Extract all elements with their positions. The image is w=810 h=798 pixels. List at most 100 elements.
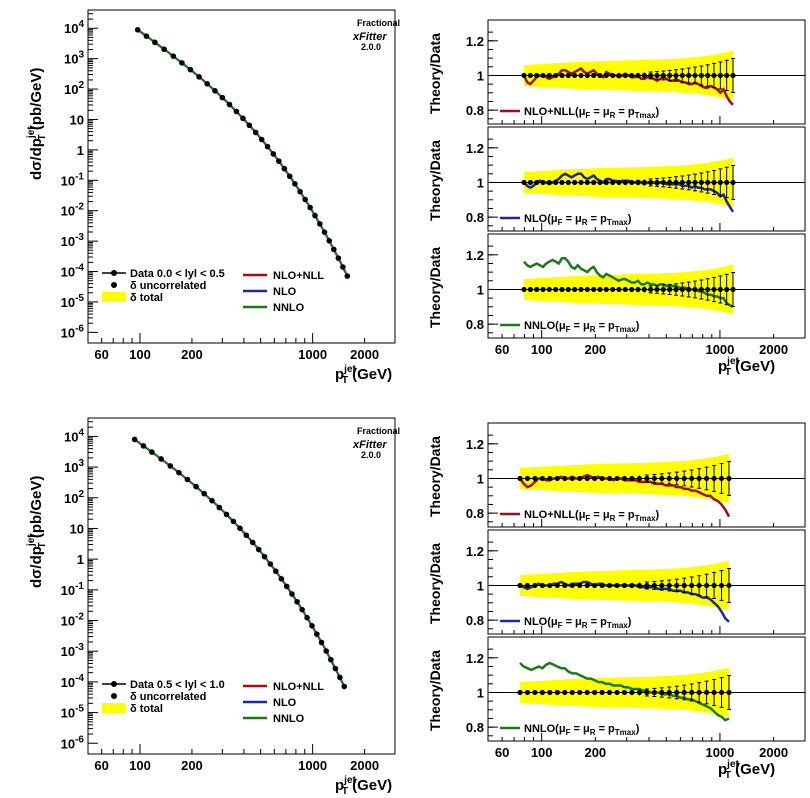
ratio-data-point (591, 286, 597, 293)
ratio-data-point (692, 179, 698, 186)
data-point (283, 583, 290, 590)
data-point (158, 456, 164, 462)
ratio-data-point (610, 286, 616, 293)
data-point (323, 648, 330, 654)
data-point (196, 74, 202, 80)
ratio-data-point (705, 72, 711, 79)
ratio-data-point (572, 286, 578, 293)
ytick-label: 10-6 (61, 734, 85, 751)
ratio-ytick-label: 1.2 (466, 544, 484, 559)
ratio-data-point (724, 179, 730, 186)
xtick-label: 60 (94, 347, 108, 362)
ratio-data-point (718, 582, 725, 589)
ratio-data-point (667, 72, 673, 79)
ratio-data-point (562, 689, 568, 696)
data-point (204, 80, 210, 87)
data-point (312, 212, 318, 219)
ratio-data-point (569, 582, 575, 589)
ratio-frame (487, 19, 806, 125)
legend-theory-label: NLO (273, 697, 297, 709)
ratio-data-point (659, 475, 665, 482)
logo-version: 2.0.0 (361, 42, 381, 52)
ratio-data-point (578, 72, 584, 79)
ratio-data-point (592, 475, 598, 482)
data-point (267, 561, 274, 567)
ratio-data-point (534, 286, 540, 293)
ratio-data-point (644, 475, 650, 482)
ratio-data-point (718, 689, 725, 696)
ratio-data-point (616, 72, 622, 79)
ytick-label: 102 (64, 80, 84, 97)
ratio-data-point (648, 286, 654, 293)
legend-theory-label: NNLO (273, 302, 305, 314)
ratio-y-label: Theory/Data (427, 33, 443, 114)
ytick-label: 10-6 (61, 323, 85, 340)
ratio-legend-label: NLO+NLL(μF = μR = pTmax) (524, 509, 660, 523)
xtick-label: 2000 (350, 758, 379, 773)
ratio-data-point (644, 689, 650, 696)
legend-total-label: δ total (130, 292, 163, 304)
ytick-label: 102 (64, 489, 84, 506)
ratio-data-point (667, 286, 673, 293)
data-point (140, 443, 147, 449)
data-point (314, 631, 320, 637)
ratio-data-point (711, 286, 717, 293)
ratio-data-point (577, 582, 583, 589)
data-point (337, 674, 343, 681)
ratio-data-point (616, 179, 622, 186)
ratio-data-point (692, 286, 698, 293)
logo-sub-label: Fractional (357, 18, 400, 28)
xtick-label: 2000 (350, 347, 379, 362)
ratio-data-point (718, 475, 725, 482)
ytick-label: 10 (70, 521, 84, 536)
ratio-data-point (554, 582, 560, 589)
ratio-data-point (711, 582, 717, 589)
data-point (281, 165, 288, 172)
xtick-label: 1000 (298, 758, 327, 773)
ratio-data-point (636, 582, 643, 589)
ratio-xtick-label: 100 (531, 745, 553, 760)
ratio-data-point (527, 286, 533, 293)
data-point (318, 639, 325, 646)
data-point (340, 264, 346, 270)
ratio-ytick-label: 0.8 (466, 317, 484, 332)
ratio-data-point (681, 475, 687, 482)
data-point (328, 656, 334, 663)
ratio-curve (519, 661, 730, 722)
nlonll-curve (134, 438, 346, 687)
ratio-ytick-label: 1.2 (466, 651, 484, 666)
logo-name: xFitter (352, 31, 387, 43)
ratio-data-point (711, 475, 717, 482)
ratio-data-point (648, 179, 654, 186)
ratio-y-label: Theory/Data (427, 140, 443, 221)
legend-total-swatch (102, 292, 126, 302)
ratio-data-point (559, 72, 565, 79)
ratio-data-point (724, 72, 730, 79)
ratio-data-point (667, 179, 673, 186)
ratio-ytick-label: 1.2 (466, 248, 484, 263)
data-point (226, 101, 233, 108)
ratio-data-point (654, 286, 660, 293)
spectrum-panel-bottom: 10-6 10-5 10-4 10-3 10-2 10-1 1 10 102 103 104 60 10… (26, 417, 400, 797)
ratio-data-point (553, 286, 559, 293)
ytick-label: 104 (64, 427, 84, 444)
data-point (289, 591, 295, 597)
ratio-data-point (679, 286, 685, 293)
ratio-data-point (689, 689, 695, 696)
ratio-data-point (578, 179, 584, 186)
x-axis-label: pjet T (GeV) (335, 364, 392, 386)
ratio-data-point (592, 582, 598, 589)
ratio-curve (523, 257, 734, 308)
ratio-legend-label: NLO(μF = μR = pTmax) (524, 213, 632, 227)
data-point (233, 108, 240, 115)
nnlo-curve (134, 438, 346, 687)
ratio-y-label: Theory/Data (427, 247, 443, 328)
ratio-data-point (599, 689, 605, 696)
ratio-data-point (686, 179, 692, 186)
ratio-data-point (679, 72, 685, 79)
ratio-data-point (599, 582, 605, 589)
ratio-data-point (673, 286, 679, 293)
ratio-y-label: Theory/Data (427, 650, 443, 731)
data-point (219, 94, 226, 101)
ratio-data-point (629, 72, 635, 79)
